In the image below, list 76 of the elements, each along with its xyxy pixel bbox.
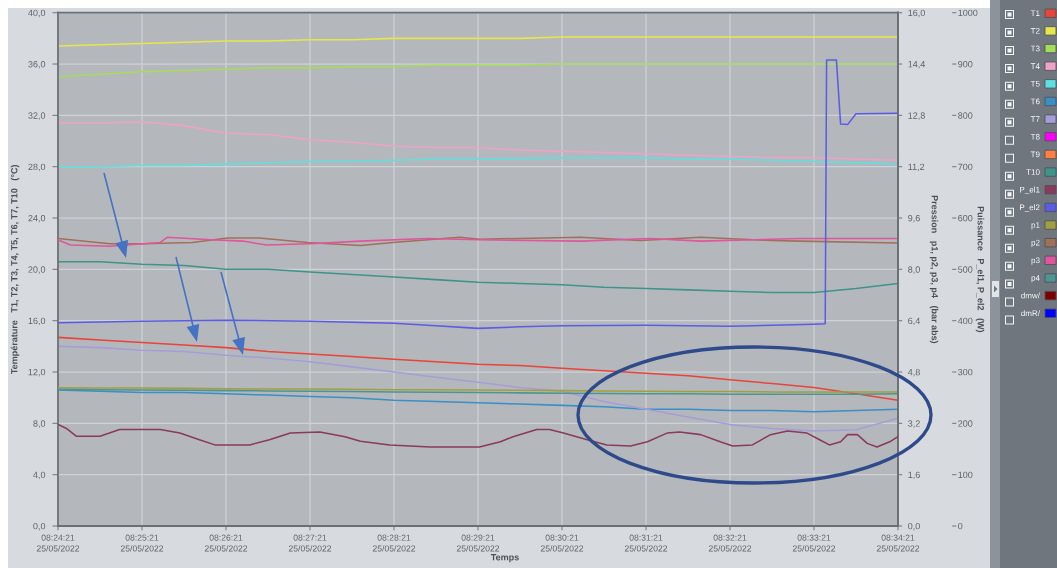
y2-tick-label: 8,0 — [908, 266, 920, 274]
legend-label: p3 — [1031, 257, 1040, 265]
y-tick-label: 0,0 — [33, 522, 46, 531]
x-tick-label: 08:29:21 25/05/2022 — [456, 534, 500, 552]
line-series — [58, 63, 898, 78]
y3-tick-label: 200 — [958, 420, 973, 427]
y2-tick-label: 9,6 — [908, 214, 920, 223]
y-tick-label: 32,0 — [28, 112, 46, 120]
y-tick-label: 20,0 — [28, 266, 46, 274]
legend-label: T8 — [1030, 133, 1040, 140]
x-tick-label: 08:31:21 25/05/2022 — [624, 534, 668, 552]
legend-label: T1 — [1030, 10, 1040, 16]
legend-label: T4 — [1030, 63, 1040, 69]
y3-tick-label: 300 — [958, 368, 973, 376]
y3-tick-label: 100 — [958, 471, 973, 479]
y2-tick-label: 11,2 — [908, 163, 925, 172]
x-tick-label: 08:27:21 25/05/2022 — [288, 534, 332, 552]
legend-label: T2 — [1030, 27, 1040, 34]
x-tick-label: 08:30:21 25/05/2022 — [540, 534, 584, 552]
y3-tick-label: 800 — [958, 112, 973, 119]
y2-tick-label: 3,2 — [908, 420, 920, 428]
line-series — [58, 423, 898, 448]
y-tick-label: 36,0 — [28, 61, 46, 69]
y3-tick-label: 600 — [958, 214, 973, 222]
x-tick-label: 08:26:21 25/05/2022 — [204, 534, 248, 552]
x-axis-title: Temps — [490, 554, 519, 563]
line-series — [58, 36, 898, 47]
y3-tick-label: 900 — [958, 61, 973, 68]
legend-label: dmw/ — [1021, 292, 1040, 299]
y-tick-label: 24,0 — [28, 214, 46, 223]
y2-tick-label: 0,0 — [908, 522, 920, 531]
x-tick-label: 08:34:21 25/05/2022 — [876, 534, 920, 552]
y-tick-label: 16,0 — [28, 317, 46, 326]
y-tick-label: 4,0 — [33, 471, 46, 480]
y2-tick-label: 12,8 — [908, 112, 925, 120]
y3-tick-label: 0 — [958, 522, 963, 530]
legend-label: p2 — [1031, 239, 1040, 248]
legend-label: T9 — [1030, 151, 1040, 158]
x-tick-label: 08:28:21 25/05/2022 — [372, 534, 416, 552]
y2-tick-label: 4,8 — [907, 368, 920, 377]
line-series — [58, 389, 898, 413]
y2-axis-title: Pression p1, p2, p3, p4 (bar abs) — [929, 195, 939, 344]
x-tick-label: 08:33:21 25/05/2022 — [792, 534, 836, 552]
legend-label: T10 — [1026, 169, 1040, 175]
line-series — [58, 336, 898, 402]
y-tick-label: 28,0 — [28, 163, 46, 172]
line-series — [58, 59, 898, 330]
y3-tick-label: 1000 — [958, 9, 978, 17]
legend-label: p4 — [1031, 275, 1040, 283]
legend-label: T7 — [1030, 116, 1040, 122]
y3-axis-title: Puissance P_el1, P_el2 (W) — [975, 206, 985, 333]
legend-label: T5 — [1030, 81, 1040, 87]
legend-label: P_el2 — [1020, 204, 1040, 212]
y-tick-label: 8,0 — [33, 420, 46, 428]
line-series — [58, 345, 898, 432]
y2-tick-label: 1,6 — [908, 471, 920, 480]
line-series — [58, 156, 898, 168]
y3-tick-label: 700 — [958, 163, 973, 171]
y-axis-title: Température T1, T2, T3, T4, T5, T6, T7, T10 (°C) — [10, 164, 20, 375]
x-tick-label: 08:24:21 25/05/2022 — [36, 534, 80, 552]
legend-label: dmR/ — [1021, 310, 1040, 317]
y-tick-label: 12,0 — [28, 368, 46, 377]
line-series — [58, 121, 898, 162]
legend-label: p1 — [1031, 222, 1040, 230]
y3-tick-label: 500 — [958, 266, 973, 273]
x-tick-label: 08:32:21 25/05/2022 — [708, 534, 752, 552]
line-series — [58, 260, 898, 294]
legend-label: P_el1 — [1020, 186, 1040, 195]
legend-label: T3 — [1030, 45, 1040, 52]
y2-tick-label: 16,0 — [908, 9, 925, 18]
y-tick-label: 40,0 — [28, 9, 46, 18]
y3-tick-label: 400 — [957, 317, 973, 325]
x-tick-label: 08:25:21 25/05/2022 — [120, 534, 164, 552]
legend-label: T6 — [1030, 98, 1040, 105]
y2-tick-label: 14,4 — [908, 61, 926, 69]
y2-tick-label: 6,4 — [908, 317, 921, 326]
